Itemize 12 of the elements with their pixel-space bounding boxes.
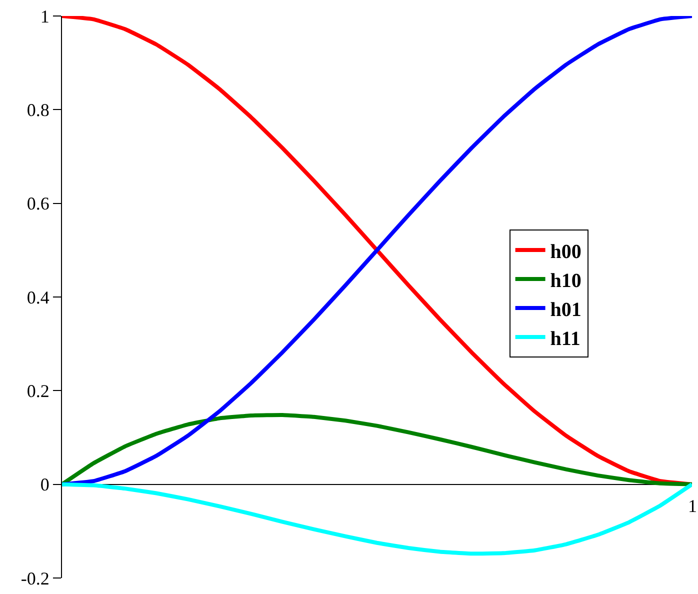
annotation: 1	[688, 496, 697, 516]
legend-label: h00	[550, 240, 582, 263]
legend-label: h11	[550, 328, 580, 350]
y-tick-label: -0.2	[20, 568, 50, 588]
y-tick-label: 0	[40, 474, 50, 495]
y-tick-label: 1	[40, 6, 50, 26]
y-tick-label: 0.8	[26, 100, 50, 120]
y-tick-label: 0.6	[26, 194, 50, 214]
y-tick-label: 0.4	[26, 287, 50, 308]
y-tick-label: 0.2	[26, 380, 50, 401]
legend-label: h01	[550, 298, 582, 321]
legend-label: h10	[550, 270, 582, 292]
